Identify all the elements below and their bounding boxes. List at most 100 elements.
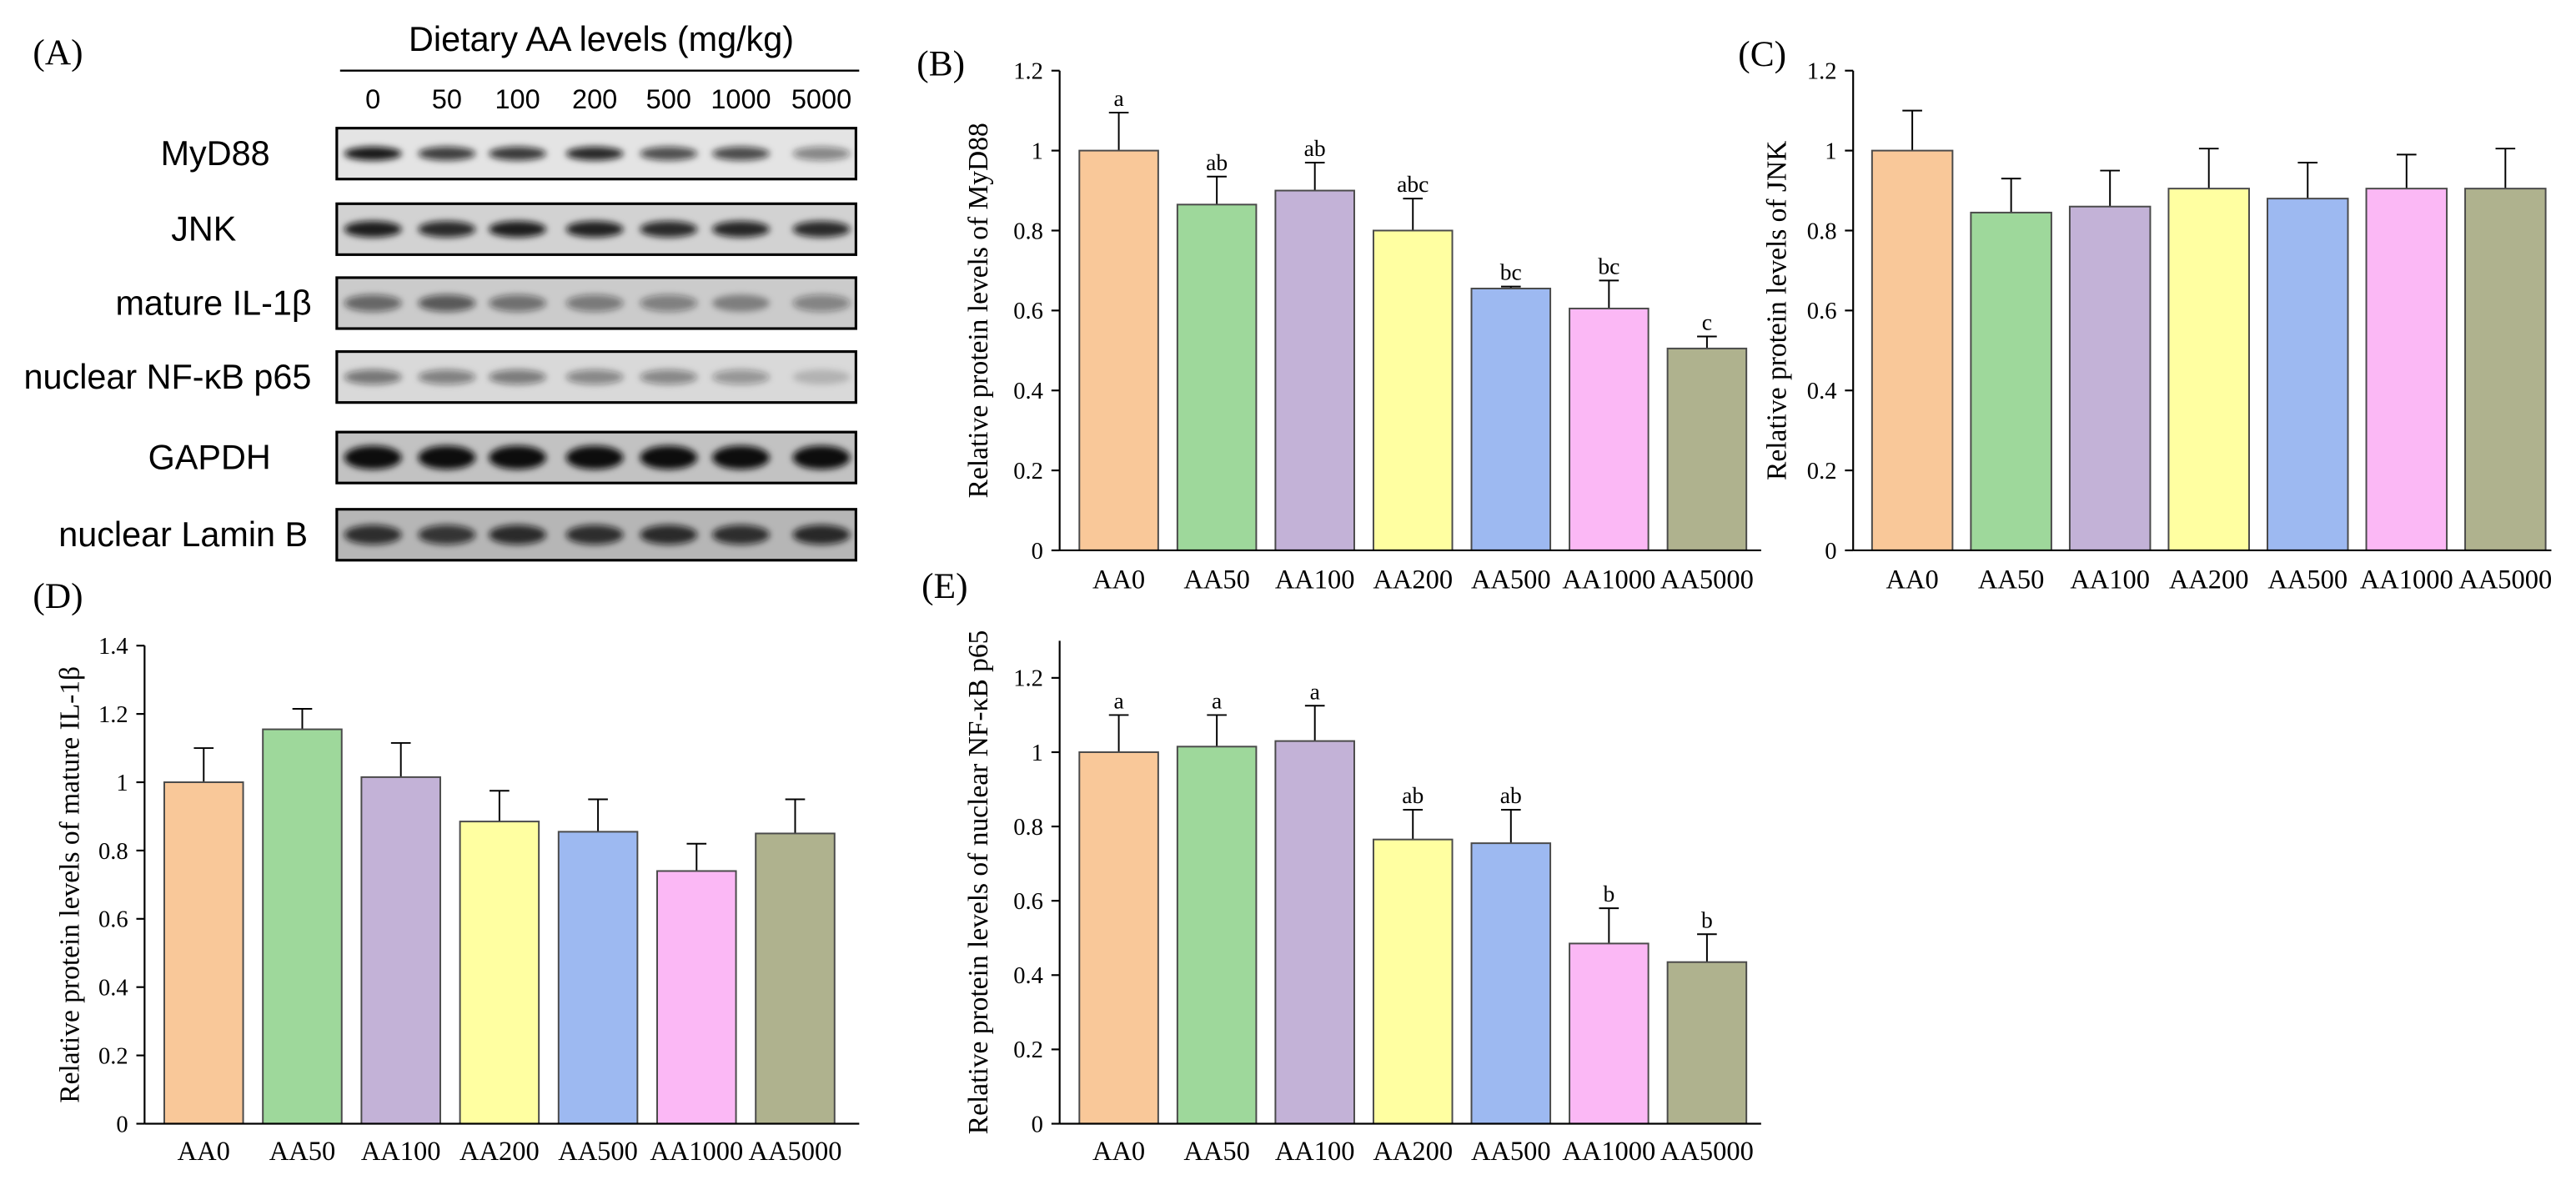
blot-band <box>489 294 547 312</box>
blot-row-label: mature IL-1β <box>115 284 311 322</box>
panel-label: (E) <box>921 566 967 606</box>
panel-d-chart: (D) Relative protein levels of mature IL-… <box>33 576 860 1167</box>
y-tick-label: 0.6 <box>1807 299 1837 324</box>
x-tick-label: AA50 <box>1183 565 1249 595</box>
y-tick-label: 0.6 <box>1013 889 1043 915</box>
blot-band <box>418 294 476 312</box>
blot-band <box>565 445 624 469</box>
bar-aa1000 <box>2365 188 2448 551</box>
bar-aa200 <box>2167 188 2250 551</box>
significance-letter: bc <box>1500 259 1522 285</box>
blot-band <box>792 146 851 161</box>
blot-row: JNK <box>171 202 857 256</box>
blot-row-label: GAPDH <box>148 438 271 476</box>
blot-row-label: nuclear NF-κB p65 <box>24 358 312 396</box>
blot-band <box>344 220 402 238</box>
y-tick-label: 0.2 <box>1807 459 1837 485</box>
x-tick-label: AA50 <box>1978 565 2044 595</box>
x-tick-label: AA0 <box>178 1137 230 1167</box>
y-tick-label: 0 <box>116 1112 128 1137</box>
x-tick-label: AA5000 <box>2458 565 2552 595</box>
bar-aa100 <box>360 776 441 1125</box>
bar-aa0 <box>1078 751 1159 1125</box>
y-tick-label: 0.2 <box>1013 459 1043 485</box>
lane-label: 0 <box>365 84 380 114</box>
bar-aa50 <box>1970 211 2052 551</box>
y-tick-label: 0.4 <box>1807 379 1837 404</box>
blot-band <box>489 369 547 384</box>
blot-strip-frame <box>335 508 857 562</box>
x-tick-label: AA1000 <box>1562 565 1655 595</box>
panel-label: (D) <box>33 576 83 616</box>
x-tick-label: AA5000 <box>1660 565 1754 595</box>
significance-letter: bc <box>1598 254 1619 279</box>
x-tick-label: AA0 <box>1092 1137 1145 1167</box>
blot-band <box>344 445 402 469</box>
bar-aa200 <box>459 821 540 1125</box>
x-tick-label: AA100 <box>1275 1137 1355 1167</box>
blot-band <box>640 525 698 545</box>
x-tick-label: AA0 <box>1886 565 1939 595</box>
y-tick-label: 0 <box>1032 1112 1043 1137</box>
bar-aa5000 <box>755 832 836 1125</box>
x-tick-label: AA500 <box>2267 565 2348 595</box>
blot-band <box>344 525 402 545</box>
blot-band <box>489 146 547 161</box>
blot-band <box>344 294 402 312</box>
lane-labels: 0 50 100 200 500 1000 5000 <box>365 84 851 114</box>
panel-a-western-blot: (A) Dietary AA levels (mg/kg) 0 50 100 200 5… <box>24 20 860 562</box>
bar-aa0 <box>163 781 244 1125</box>
blot-band <box>792 294 851 312</box>
blot-band <box>712 369 770 384</box>
blot-row-label: MyD88 <box>161 134 270 173</box>
blot-band <box>792 445 851 469</box>
significance-letter: c <box>1702 309 1712 335</box>
bar-aa500 <box>1470 842 1552 1125</box>
y-tick-label: 1.2 <box>1807 59 1837 85</box>
x-tick-label: AA100 <box>2070 565 2150 595</box>
panel-label: (A) <box>33 33 83 73</box>
blot-strip-frame <box>335 350 857 404</box>
x-tick-label: AA100 <box>1275 565 1355 595</box>
y-axis-label: Relative protein levels of mature IL-1β <box>55 666 86 1103</box>
significance-letter: ab <box>1206 149 1228 175</box>
blot-band <box>712 294 770 312</box>
blot-band <box>712 146 770 161</box>
x-tick-label: AA50 <box>269 1137 335 1167</box>
blot-band <box>344 369 402 384</box>
y-axis-label: Relative protein levels of JNK <box>1761 141 1792 480</box>
x-tick-label: AA200 <box>459 1137 540 1167</box>
blot-strip-frame <box>335 276 857 330</box>
blot-row: nuclear NF-κB p65 <box>24 350 857 404</box>
x-tick-label: AA0 <box>1092 565 1145 595</box>
x-tick-label: AA5000 <box>749 1137 842 1167</box>
blot-band <box>344 146 402 161</box>
y-tick-label: 1 <box>1032 741 1043 766</box>
bar-aa100 <box>1274 740 1355 1125</box>
lane-label: 200 <box>572 84 617 114</box>
lane-label: 100 <box>495 84 540 114</box>
y-tick-label: 0.8 <box>1807 218 1837 244</box>
blot-band <box>792 525 851 545</box>
lane-label: 500 <box>646 84 691 114</box>
panel-b-chart: (B) Relative protein levels of MyD88 0 0.2 0… <box>916 44 1761 595</box>
blot-row-label: nuclear Lamin B <box>58 515 308 554</box>
significance-letter: b <box>1603 881 1614 906</box>
bar-aa5000 <box>1666 347 1748 551</box>
lane-label: 50 <box>432 84 462 114</box>
x-tick-label: AA500 <box>1471 565 1551 595</box>
panel-label: (C) <box>1738 34 1786 74</box>
bar-aa1000 <box>1569 307 1650 551</box>
blot-band <box>489 220 547 238</box>
x-tick-label: AA1000 <box>1562 1137 1655 1167</box>
blot-band <box>418 220 476 238</box>
y-tick-label: 0 <box>1825 539 1836 565</box>
bar-aa50 <box>262 728 343 1125</box>
x-tick-label: AA200 <box>2169 565 2249 595</box>
blot-strip-frame <box>335 127 857 181</box>
y-tick-label: 0.2 <box>98 1043 128 1069</box>
y-tick-label: 0.8 <box>98 839 128 865</box>
y-tick-label: 0.6 <box>1013 299 1043 324</box>
significance-letter: abc <box>1397 171 1429 197</box>
blot-band <box>565 525 624 545</box>
